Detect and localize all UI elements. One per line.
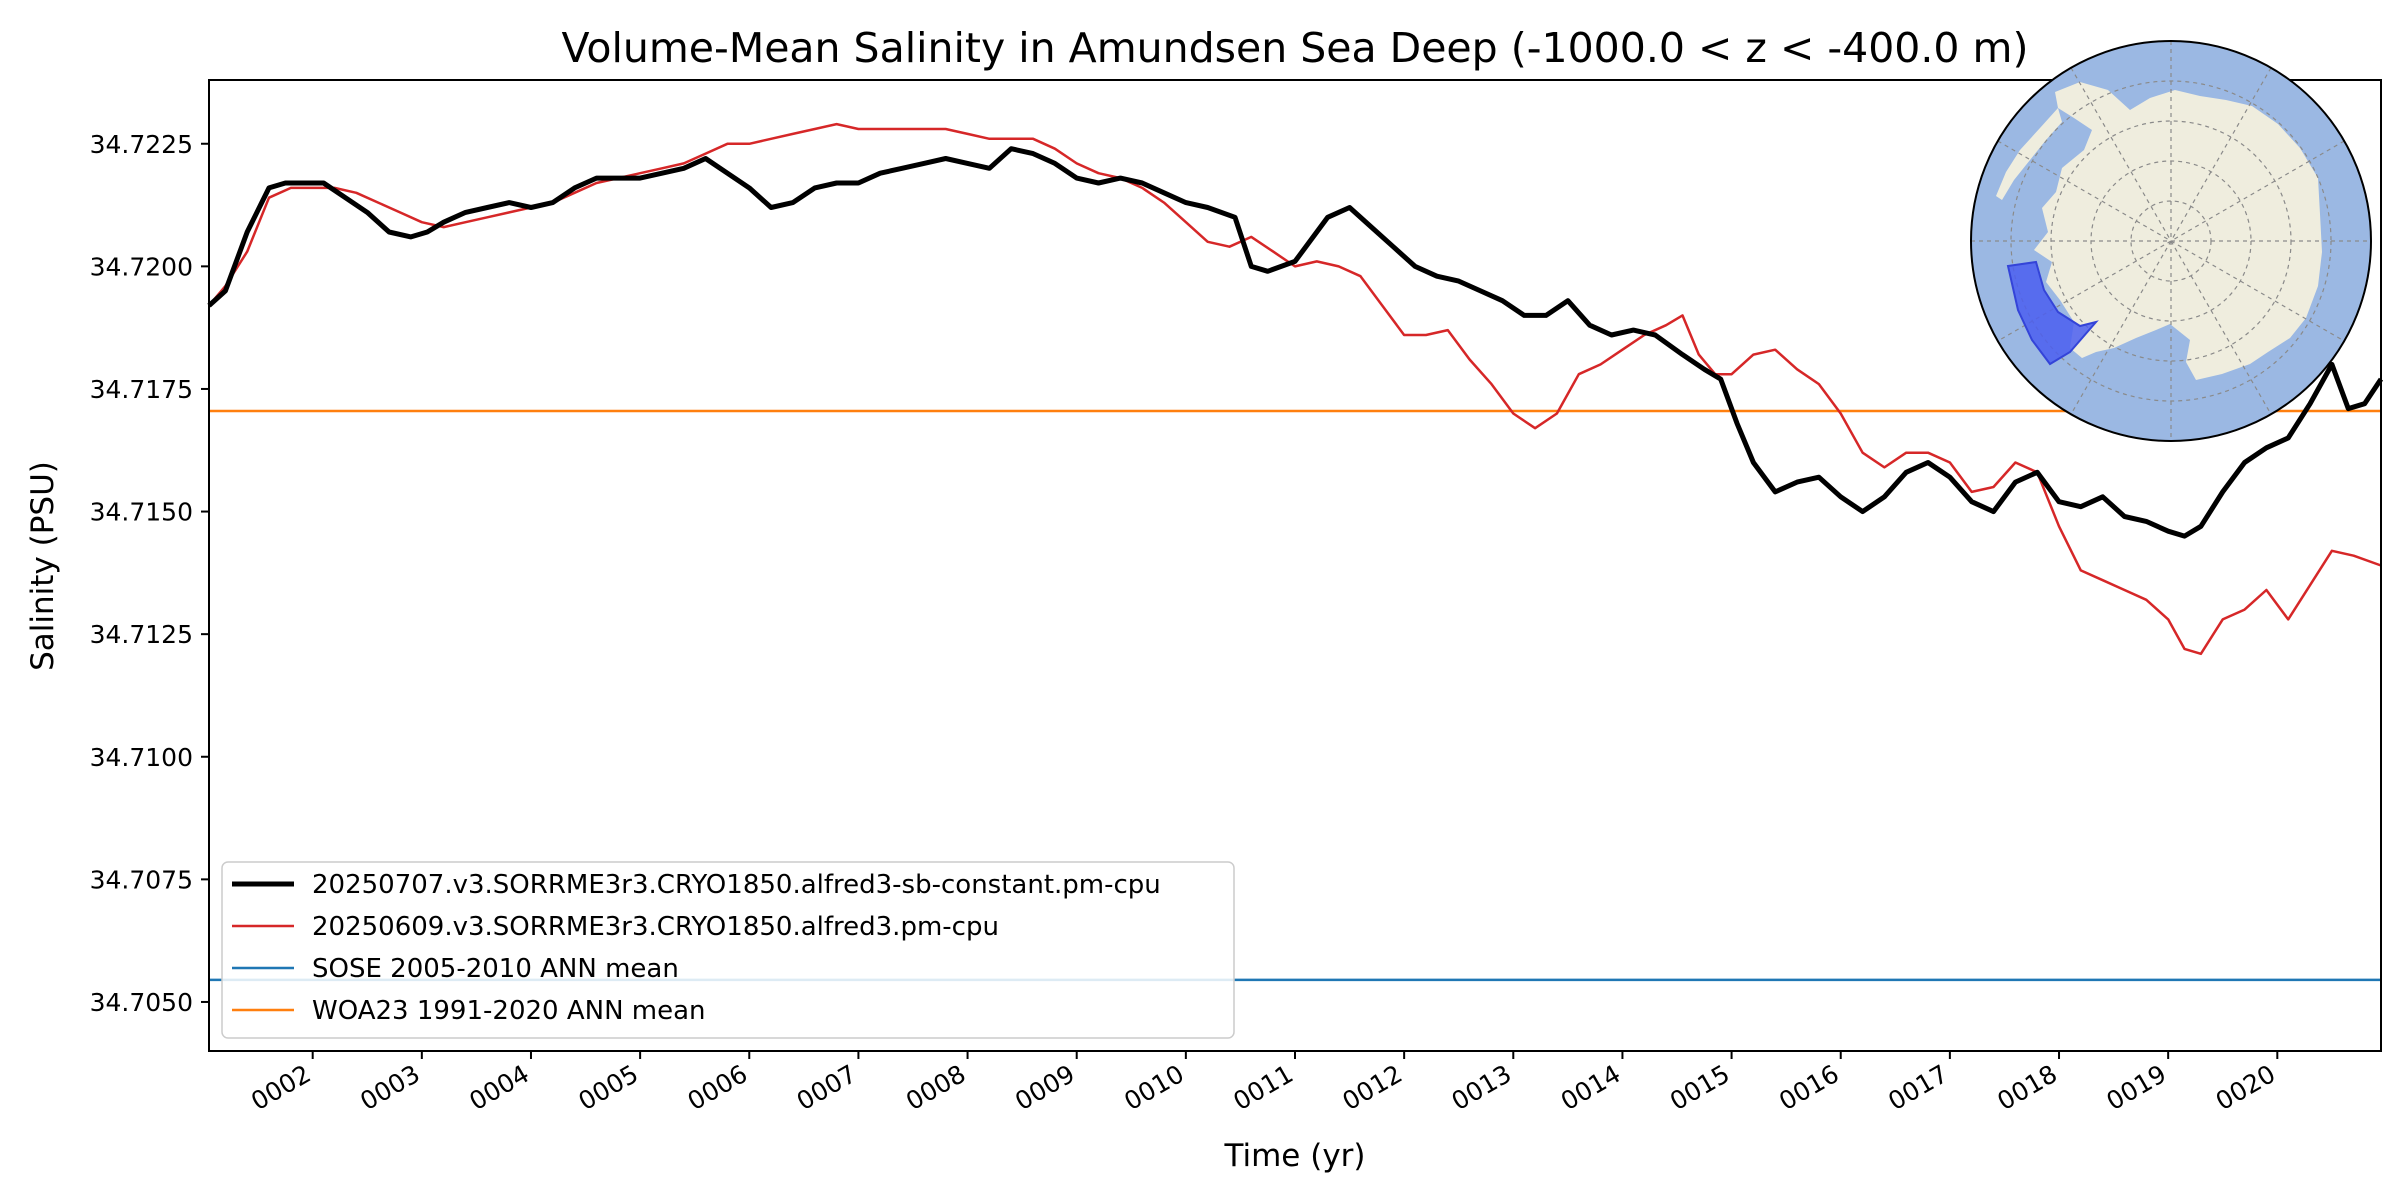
antarctica-landmass (2034, 82, 2322, 380)
inset-map (1970, 40, 2372, 442)
legend-label-series-2: 20250609.v3.SORRME3r3.CRYO1850.alfred3.p… (312, 912, 999, 942)
y-tick-label: 34.7150 (90, 498, 193, 527)
y-tick-label: 34.7125 (90, 620, 193, 649)
legend-box (221, 861, 1235, 1039)
chart-title: Volume-Mean Salinity in Amundsen Sea Dee… (562, 24, 2029, 72)
x-axis-title: Time (yr) (1224, 1138, 1366, 1174)
legend-label-series-1: 20250707.v3.SORRME3r3.CRYO1850.alfred3-s… (312, 870, 1161, 900)
y-tick-label: 34.7200 (90, 252, 193, 281)
series-1-line (207, 146, 2384, 539)
amundsen-sea-region (2006, 260, 2099, 366)
series-2-line (208, 122, 2382, 656)
y-tick-label: 34.7100 (90, 743, 193, 772)
y-axis: 34.7050 34.7075 34.7100 34.7125 34.7150 34.71… (90, 130, 209, 1017)
inset-graticule (1971, 41, 2371, 441)
legend-label-series-4: WOA23 1991-2020 ANN mean (312, 996, 706, 1026)
y-tick-label: 34.7050 (90, 988, 193, 1017)
y-tick-label: 34.7075 (90, 865, 193, 894)
y-axis-title: Salinity (PSU) (25, 461, 61, 671)
legend-label-series-3: SOSE 2005-2010 ANN mean (312, 954, 679, 984)
antarctic-peninsula (1996, 108, 2062, 200)
legend: 20250707.v3.SORRME3r3.CRYO1850.alfred3-s… (221, 861, 1235, 1039)
inset-border (1970, 40, 2372, 442)
y-tick-label: 34.7175 (90, 375, 193, 404)
inset-meridian-line (1997, 140, 2345, 342)
y-tick-label: 34.7225 (90, 130, 193, 159)
